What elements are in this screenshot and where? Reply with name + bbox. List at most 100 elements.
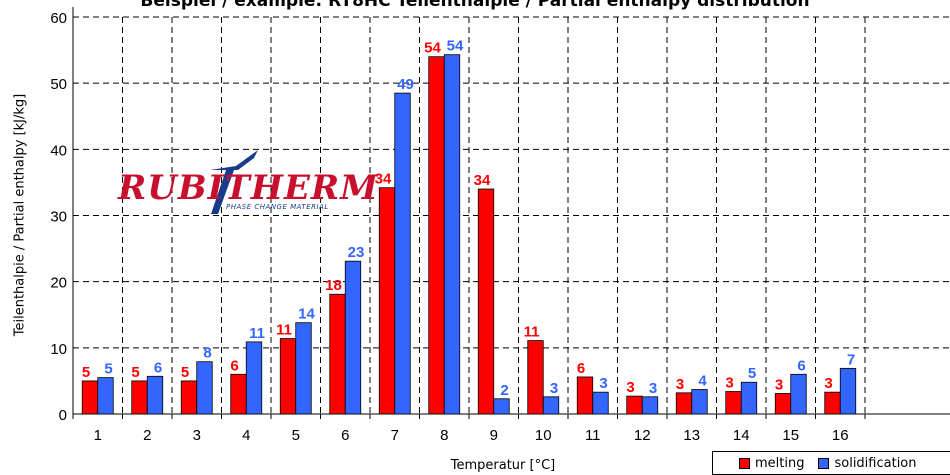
legend-item-solidification: solidification — [818, 455, 917, 471]
bar-solidification — [592, 391, 609, 415]
y-tick-label: 20 — [50, 275, 67, 292]
data-label-melting: 3 — [626, 379, 634, 396]
data-label-melting: 34 — [375, 171, 392, 188]
bar-melting — [576, 376, 594, 415]
bar-melting — [180, 380, 198, 415]
legend-swatch-melting — [739, 457, 750, 469]
logo-t-mark — [210, 150, 258, 214]
bar-solidification — [542, 396, 560, 415]
data-label-melting: 5 — [131, 364, 139, 381]
bar-solidification — [97, 377, 114, 415]
data-label-solidification: 3 — [599, 375, 607, 392]
bar-solidification — [691, 389, 708, 415]
data-label-solidification: 5 — [748, 365, 756, 382]
legend-item-melting: melting — [739, 456, 804, 471]
bar-melting — [774, 393, 792, 415]
x-tick-label: 10 — [535, 427, 552, 444]
bar-solidification — [146, 375, 164, 415]
y-tick-label: 60 — [50, 10, 67, 27]
x-tick-label: 2 — [143, 427, 151, 444]
data-label-solidification: 23 — [348, 244, 365, 261]
logo-brand-text: RUBITHERM — [118, 168, 379, 208]
bar-melting — [279, 338, 297, 415]
data-label-melting: 3 — [676, 376, 684, 393]
x-tick-label: 14 — [733, 427, 750, 444]
x-tick-label: 16 — [832, 427, 849, 444]
x-tick-label: 8 — [440, 427, 448, 444]
data-label-solidification: 11 — [249, 325, 265, 342]
x-tick-label: 7 — [391, 427, 399, 444]
bar-solidification — [790, 373, 807, 415]
bar-melting — [81, 380, 99, 415]
data-label-melting: 18 — [325, 277, 342, 294]
data-label-solidification: 54 — [447, 38, 464, 55]
data-label-melting: 11 — [524, 324, 540, 341]
y-tick-label: 40 — [50, 142, 67, 159]
data-label-melting: 6 — [577, 360, 585, 377]
bar-solidification — [394, 92, 411, 415]
data-label-melting: 5 — [82, 364, 90, 381]
data-label-melting: 6 — [230, 357, 238, 374]
data-label-melting: 54 — [424, 40, 441, 57]
y-tick-label: 30 — [50, 209, 67, 226]
x-tick-label: 13 — [683, 427, 700, 444]
bar-solidification — [493, 398, 510, 415]
data-label-solidification: 8 — [203, 345, 211, 362]
bar-melting — [675, 392, 693, 415]
bar-melting — [527, 340, 544, 415]
data-label-melting: 34 — [474, 172, 491, 189]
bar-solidification — [245, 341, 263, 415]
data-label-solidification: 6 — [797, 357, 805, 374]
bar-solidification — [740, 381, 758, 415]
data-label-solidification: 5 — [104, 361, 112, 378]
x-tick-label: 6 — [341, 427, 349, 444]
data-label-solidification: 4 — [698, 373, 707, 390]
x-tick-label: 9 — [490, 427, 498, 444]
y-tick-label: 50 — [50, 76, 67, 93]
legend-swatch-solidification — [818, 457, 830, 469]
data-label-melting: 3 — [824, 375, 832, 392]
x-tick-label: 12 — [634, 427, 651, 444]
bar-melting — [824, 391, 841, 415]
bar-melting — [230, 373, 247, 415]
data-label-solidification: 14 — [298, 306, 315, 323]
legend: melting solidification — [712, 451, 950, 475]
x-tick-label: 1 — [94, 427, 102, 444]
bar-melting — [329, 293, 346, 415]
y-tick-label: 10 — [50, 341, 67, 358]
bar-melting — [477, 188, 495, 415]
bar-melting — [378, 187, 396, 415]
chart-title: Beispiel / example: RT8HC Teilenthalpie … — [140, 0, 810, 11]
bar-melting — [725, 391, 742, 415]
bar-melting — [131, 380, 148, 415]
data-label-melting: 5 — [181, 364, 189, 381]
x-tick-label: 5 — [292, 427, 300, 444]
data-label-solidification: 7 — [847, 351, 855, 368]
bar-solidification — [295, 322, 312, 415]
legend-label-melting: melting — [755, 455, 805, 471]
data-label-solidification: 6 — [154, 359, 162, 376]
bar-solidification — [839, 367, 857, 415]
bar-solidification — [443, 54, 461, 415]
logo-tagline: PHASE CHANGE MATERIAL — [226, 203, 329, 211]
x-tick-label: 11 — [585, 427, 601, 444]
bar-melting — [626, 395, 643, 415]
legend-label-solidification: solidification — [834, 455, 917, 471]
bar-melting — [428, 56, 445, 415]
y-axis-label: Teilenthalpie / Partial enthalpy [kJ/kg] — [12, 93, 28, 337]
data-label-solidification: 2 — [500, 382, 508, 399]
y-tick-label: 0 — [59, 407, 67, 424]
bar-solidification — [196, 361, 213, 415]
x-tick-label: 4 — [242, 427, 250, 444]
x-axis-label: Temperatur [°C] — [450, 458, 556, 473]
data-label-solidification: 3 — [649, 380, 657, 397]
x-tick-label: 15 — [782, 427, 799, 444]
data-label-solidification: 3 — [550, 380, 558, 397]
data-label-melting: 3 — [725, 375, 733, 392]
x-tick-label: 3 — [193, 427, 201, 444]
rubitherm-logo: RUBITHERM PHASE CHANGE MATERIAL — [118, 148, 378, 218]
bar-solidification — [641, 396, 659, 415]
data-label-melting: 11 — [276, 322, 292, 339]
data-label-melting: 3 — [775, 376, 783, 393]
